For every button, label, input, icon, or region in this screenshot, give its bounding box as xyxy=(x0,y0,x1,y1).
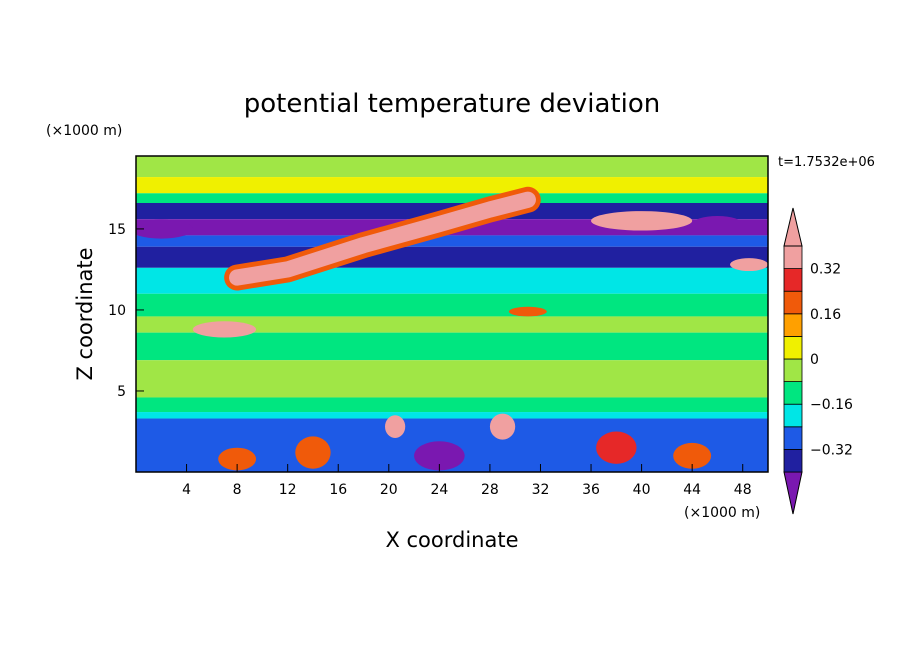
feature-9 xyxy=(673,442,712,469)
feature-8 xyxy=(596,431,637,464)
x-tick-label-9: 40 xyxy=(633,482,651,498)
x-tick-label-0: 4 xyxy=(182,482,191,498)
colorbar-tick-label-4: −0.32 xyxy=(810,442,853,458)
colorbar-top-arrow xyxy=(783,207,803,247)
y-tick-label-0: 5 xyxy=(117,384,126,400)
colorbar-tick-label-3: −0.16 xyxy=(810,397,853,413)
feature-5 xyxy=(385,415,406,438)
contour-features xyxy=(136,186,768,471)
contour-band-2 xyxy=(136,193,768,203)
x-tick-label-3: 16 xyxy=(329,482,347,498)
contour-band-11 xyxy=(136,360,768,398)
x-axis: 4 8 12 16 20 24 28 32 36 40 44 48 xyxy=(182,464,752,498)
contour-bands xyxy=(136,156,768,472)
feature-1 xyxy=(591,211,693,231)
x-tick-label-10: 44 xyxy=(683,482,701,498)
x-tick-label-11: 48 xyxy=(734,482,752,498)
plot-area xyxy=(136,156,768,472)
x-tick-label-2: 12 xyxy=(279,482,297,498)
contour-band-6 xyxy=(136,246,768,268)
colorbar-segment-7 xyxy=(783,290,803,315)
colorbar-bottom-arrow xyxy=(783,471,803,515)
colorbar-segment-1 xyxy=(783,426,803,450)
y-axis-label: Z coordinate xyxy=(73,247,97,380)
chart-title: potential temperature deviation xyxy=(244,89,660,119)
colorbar-segment-8 xyxy=(783,268,803,292)
x-unit-label: (×1000 m) xyxy=(684,505,760,521)
x-tick-label-6: 28 xyxy=(481,482,499,498)
y-tick-label-2: 15 xyxy=(108,222,126,238)
colorbar-segment-0 xyxy=(783,448,803,473)
y-axis: 5 10 15 xyxy=(108,222,144,400)
colorbar-segment-5 xyxy=(783,335,803,360)
x-axis-label: X coordinate xyxy=(385,528,518,552)
colorbar-segment-2 xyxy=(783,403,803,428)
contour-band-5 xyxy=(136,235,768,247)
contour-band-9 xyxy=(136,316,768,333)
colorbar-segment-6 xyxy=(783,313,803,337)
y-tick-label-1: 10 xyxy=(108,303,126,319)
y-unit-label: (×1000 m) xyxy=(46,123,122,139)
feature-2 xyxy=(730,258,768,272)
feature-12 xyxy=(692,215,743,233)
contour-band-0 xyxy=(136,156,768,178)
contour-band-12 xyxy=(136,397,768,413)
feature-11 xyxy=(218,447,257,471)
x-tick-label-1: 8 xyxy=(233,482,242,498)
colorbar-segment-3 xyxy=(783,381,803,405)
feature-6 xyxy=(489,413,516,440)
time-label: t=1.7532e+06 xyxy=(778,155,875,170)
x-tick-label-4: 20 xyxy=(380,482,398,498)
colorbar-segment-4 xyxy=(783,358,803,383)
contour-band-10 xyxy=(136,332,768,361)
feature-3 xyxy=(192,321,257,338)
contour-band-1 xyxy=(136,177,768,194)
contour-band-13 xyxy=(136,412,768,419)
plot-frame xyxy=(135,155,769,473)
colorbar-tick-label-1: 0.16 xyxy=(810,307,841,323)
colorbar: 0.32 0.16 0 −0.16 −0.32 xyxy=(783,207,853,515)
x-tick-label-7: 32 xyxy=(532,482,550,498)
x-tick-label-8: 36 xyxy=(582,482,600,498)
contour-band-8 xyxy=(136,293,768,317)
colorbar-tick-label-2: 0 xyxy=(810,352,819,368)
colorbar-tick-label-0: 0.32 xyxy=(810,262,841,278)
colorbar-segment-9 xyxy=(783,245,803,270)
feature-13 xyxy=(136,219,193,239)
feature-0 xyxy=(229,191,536,286)
x-tick-label-5: 24 xyxy=(430,482,448,498)
feature-10 xyxy=(414,441,465,471)
feature-7 xyxy=(295,436,331,469)
feature-4 xyxy=(508,306,547,317)
